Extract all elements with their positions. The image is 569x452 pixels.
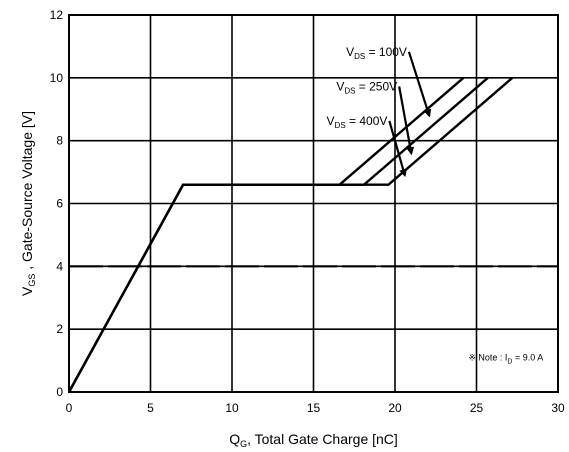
- annotation-layer: VDS = 100V VDS = 250V VDS = 400V ※ Note : I…: [327, 45, 544, 366]
- x-tick-label: 0: [66, 401, 73, 415]
- y-tick-label: 4: [56, 259, 63, 273]
- note-text: ※ Note : ID = 9.0 A: [468, 353, 543, 366]
- series-label-2: VDS = 250V: [336, 79, 397, 95]
- series-layer: [67, 76, 514, 393]
- grid: [68, 14, 559, 393]
- series-label-3: VDS = 400V: [327, 114, 388, 130]
- y-tick-label: 6: [56, 197, 63, 211]
- x-tick-label: 25: [470, 401, 484, 415]
- plot-frame: [68, 14, 559, 393]
- series-arrow-3: [388, 120, 407, 178]
- series-line-2: [67, 76, 489, 393]
- y-tick-label: 10: [50, 71, 64, 85]
- x-tick-label: 10: [225, 401, 239, 415]
- x-tick-label: 20: [388, 401, 402, 415]
- x-tick-label: 5: [147, 401, 154, 415]
- series-label-1: VDS = 100V: [346, 45, 407, 61]
- series-line-3: [67, 76, 514, 393]
- y-tick-label: 2: [56, 322, 63, 336]
- series-arrow-2: [398, 86, 415, 156]
- x-tick-label: 15: [307, 401, 321, 415]
- axis-labels: QG, Total Gate Charge [nC] VGS , Gate-Sou…: [19, 111, 398, 449]
- series-arrow-1: [407, 51, 432, 118]
- y-tick-label: 12: [50, 8, 64, 22]
- tick-labels: 0 5 10 15 20 25 30 0 2 4 6 8 10 12: [50, 8, 565, 415]
- series-line-1: [67, 76, 465, 393]
- y-tick-label: 0: [56, 385, 63, 399]
- x-tick-label: 30: [551, 401, 565, 415]
- y-axis-label: VGS , Gate-Source Voltage [V]: [19, 111, 37, 296]
- x-axis-label: QG, Total Gate Charge [nC]: [229, 431, 398, 449]
- y-tick-label: 8: [56, 134, 63, 148]
